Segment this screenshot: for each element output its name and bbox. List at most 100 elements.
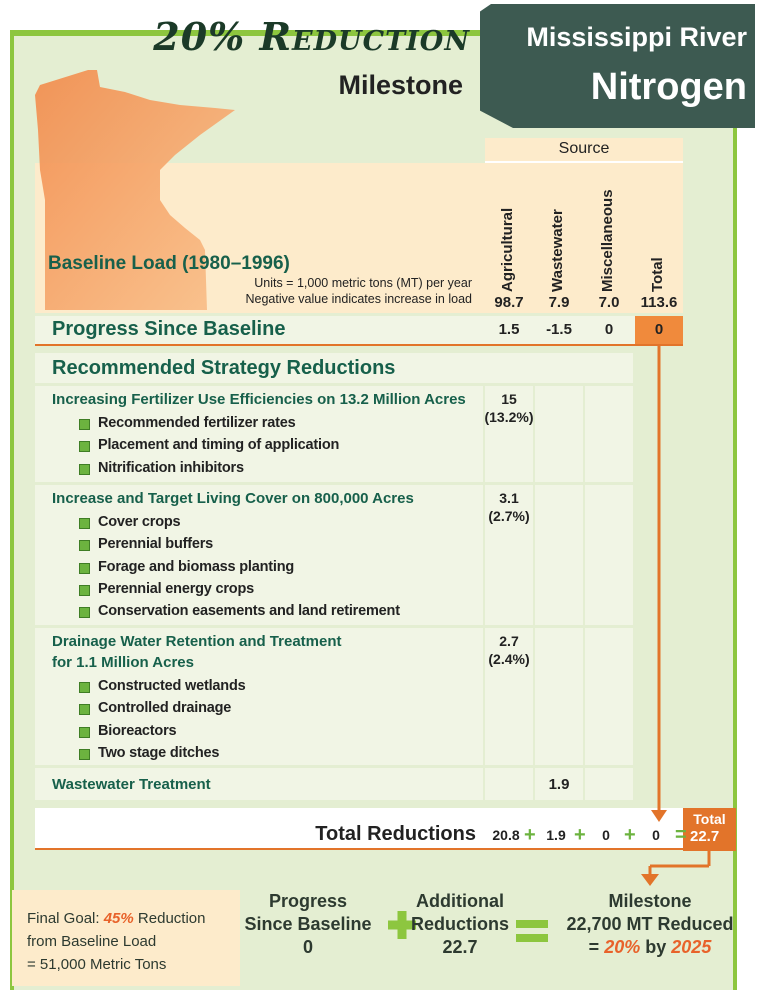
progress-value: 1.5 [498, 321, 520, 338]
column-header: Agricultural [499, 207, 516, 292]
row-cell [485, 768, 533, 800]
progress-value: 0 [604, 321, 614, 338]
agricultural-value: 3.1 [499, 490, 519, 506]
total-reduction: 1.9 [546, 827, 566, 843]
baseline-value: 98.7 [494, 294, 524, 311]
column-header-box [485, 138, 683, 313]
baseline-label: Baseline Load (1980–1996) [48, 253, 290, 274]
row-cell [485, 386, 533, 482]
total-box-label: Total [693, 811, 726, 827]
goal-percent: 45% [103, 910, 134, 927]
row-cell [35, 628, 483, 765]
column-header: Total [649, 257, 666, 292]
plus-sign: + [524, 824, 536, 846]
value: 22.7 [442, 937, 478, 957]
row-cell [35, 768, 483, 800]
row-cell [35, 485, 483, 625]
strategy-item: Forage and biomass planting [98, 558, 295, 575]
strategy-item: Constructed wetlands [98, 678, 246, 694]
baseline-value: 113.6 [640, 294, 678, 311]
row-cell [485, 628, 533, 765]
agricultural-value: 15 [501, 391, 517, 407]
milestone-summary: Milestone 22,700 MT Reduced = 20% by 202… [550, 890, 750, 959]
strategy-item: Controlled drainage [98, 700, 232, 717]
minnesota-shape [35, 70, 235, 310]
text: 22,700 MT Reduced [566, 914, 734, 934]
wastewater-value: 1.9 [548, 776, 570, 793]
wastewater-label: Wastewater Treatment [52, 776, 211, 793]
strategy-item: Conservation easements and land retireme… [98, 603, 400, 620]
percent-value: (2.4%) [488, 651, 530, 667]
text: Since Baseline [244, 914, 372, 934]
bullet [79, 748, 90, 760]
arrow-head [651, 810, 667, 822]
negative-note: Negative value indicates increase in loa… [245, 292, 472, 306]
total-box [683, 808, 736, 851]
group-title: for 1.1 Million Acres [52, 654, 194, 671]
strategy-item: Two stage ditches [98, 744, 220, 761]
text: Reductions [410, 914, 509, 934]
total-reduction: 20.8 [492, 827, 520, 843]
bullet [79, 441, 90, 453]
strategy-heading: Recommended Strategy Reductions [52, 357, 396, 379]
strategy-item: Perennial buffers [98, 536, 214, 553]
strategy-item: Recommended fertilizer rates [98, 415, 296, 431]
banner-line: Mississippi River [526, 22, 747, 52]
strategy-item: Nitrification inhibitors [98, 459, 244, 476]
bullet [79, 607, 90, 619]
total-box-value: 22.7 [690, 828, 720, 845]
group-title: Increase and Target Living Cover on 800,… [52, 490, 414, 507]
row-cell [585, 628, 633, 765]
state-map [35, 70, 235, 310]
percent-value: (2.7%) [488, 508, 530, 524]
text: Reduction [137, 910, 206, 927]
final-goal-box [12, 890, 240, 986]
column-header: Miscellaneous [599, 189, 616, 292]
row-cell [535, 628, 583, 765]
bullet [79, 518, 90, 529]
bullet [79, 704, 90, 716]
text: = 51,000 Metric Tons [27, 956, 167, 973]
bullet [79, 419, 90, 430]
arrow-head [641, 874, 659, 886]
totals-row [35, 808, 683, 850]
banner-line: Nitrogen [590, 66, 747, 108]
total-reduction: 0 [652, 827, 660, 843]
column-header: Wastewater [549, 209, 566, 292]
plus-sign: + [574, 824, 586, 846]
bullet [79, 540, 90, 552]
row-cell [35, 386, 483, 482]
value: 0 [302, 937, 313, 957]
row-cell [535, 768, 583, 800]
additional-summary: Additional Reductions 22.7 [405, 890, 515, 959]
baseline-value: 7.0 [598, 294, 620, 311]
progress-total-cell [635, 316, 683, 344]
row-cell [585, 768, 633, 800]
strategy-item: Cover crops [98, 514, 181, 530]
text: Progress [268, 891, 348, 911]
subtitle: Milestone [338, 70, 463, 100]
text: from Baseline Load [27, 933, 157, 950]
title: 20% Reduction [153, 14, 470, 59]
text: Milestone [608, 891, 692, 911]
bullet [79, 726, 90, 738]
progress-row [35, 316, 683, 346]
group-title: Drainage Water Retention and Treatment [52, 633, 342, 650]
group-title: Increasing Fertilizer Use Efficiencies o… [52, 391, 466, 408]
row-cell [535, 386, 583, 482]
plus-graphic [388, 911, 416, 939]
plus-sign: + [624, 824, 636, 846]
strategy-heading-box [35, 353, 633, 383]
strategy-item: Bioreactors [98, 722, 177, 739]
row-cell [585, 386, 633, 482]
strategy-item: Placement and timing of application [98, 437, 340, 454]
units-note: Units = 1,000 metric tons (MT) per year [254, 276, 472, 290]
progress-summary: Progress Since Baseline 0 [240, 890, 376, 959]
row-cell [585, 485, 633, 625]
text: = [588, 937, 600, 957]
banner: Mississippi River Nitrogen [480, 4, 755, 128]
progress-value: -1.5 [546, 321, 572, 338]
text: by [645, 937, 667, 957]
